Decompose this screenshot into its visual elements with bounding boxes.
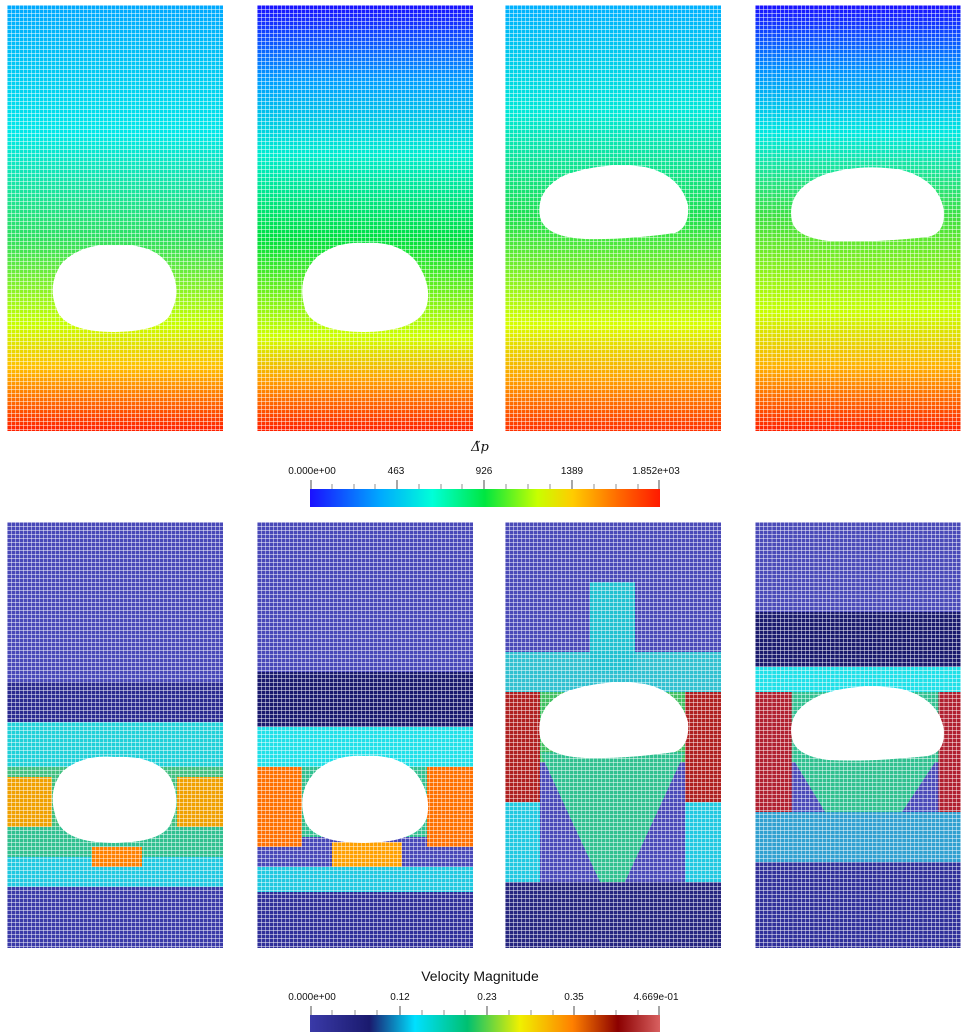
bubble-4 xyxy=(791,167,944,242)
velocity-tick-2: 0.23 xyxy=(477,992,497,1003)
velocity-colorbar-bar xyxy=(310,1006,660,1032)
pressure-panel-2 xyxy=(257,5,473,431)
velocity-panel-4 xyxy=(755,522,961,948)
pressure-panel-4 xyxy=(755,5,961,431)
velocity-colorbar-title: Velocity Magnitude xyxy=(421,968,539,984)
pressure-colorbar: Δ̃p 0.000e+00 463 926 1389 1.852e+03 xyxy=(250,440,710,510)
pressure-tick-2: 926 xyxy=(475,466,493,477)
pressure-field-3 xyxy=(505,5,721,431)
pressure-field-1 xyxy=(7,5,223,431)
velocity-tick-4: 4.669e-01 xyxy=(633,992,679,1003)
bubble-v1 xyxy=(52,756,177,843)
pressure-tick-0: 0.000e+00 xyxy=(288,466,336,477)
pressure-tick-1: 463 xyxy=(387,466,405,477)
velocity-tick-0: 0.000e+00 xyxy=(288,992,336,1003)
bubble-v2 xyxy=(302,755,429,843)
velocity-tick-3: 0.35 xyxy=(564,992,584,1003)
velocity-panel-1 xyxy=(7,522,223,948)
velocity-tick-1: 0.12 xyxy=(390,992,410,1003)
pressure-panel-1 xyxy=(7,5,223,431)
velocity-panel-2 xyxy=(257,522,473,948)
bubble-2 xyxy=(302,242,429,332)
velocity-field-1 xyxy=(7,522,223,948)
pressure-field-4 xyxy=(755,5,961,431)
bubble-v3 xyxy=(539,682,689,759)
pressure-field-2 xyxy=(257,5,473,431)
bubble-3 xyxy=(539,165,689,240)
bubble-v4 xyxy=(791,686,944,761)
pressure-tick-3: 1389 xyxy=(560,466,584,477)
velocity-field-4 xyxy=(755,522,961,948)
velocity-field-2 xyxy=(257,522,473,948)
pressure-colorbar-title: Δ̃p xyxy=(471,440,489,455)
pressure-tick-4: 1.852e+03 xyxy=(632,466,680,477)
pressure-panel-3 xyxy=(505,5,721,431)
velocity-panel-3 xyxy=(505,522,721,948)
velocity-field-3 xyxy=(505,522,721,948)
velocity-colorbar: Velocity Magnitude 0.000e+00 0.12 0.23 0… xyxy=(250,968,710,1032)
bubble-1 xyxy=(52,244,177,332)
pressure-colorbar-bar xyxy=(310,480,660,507)
